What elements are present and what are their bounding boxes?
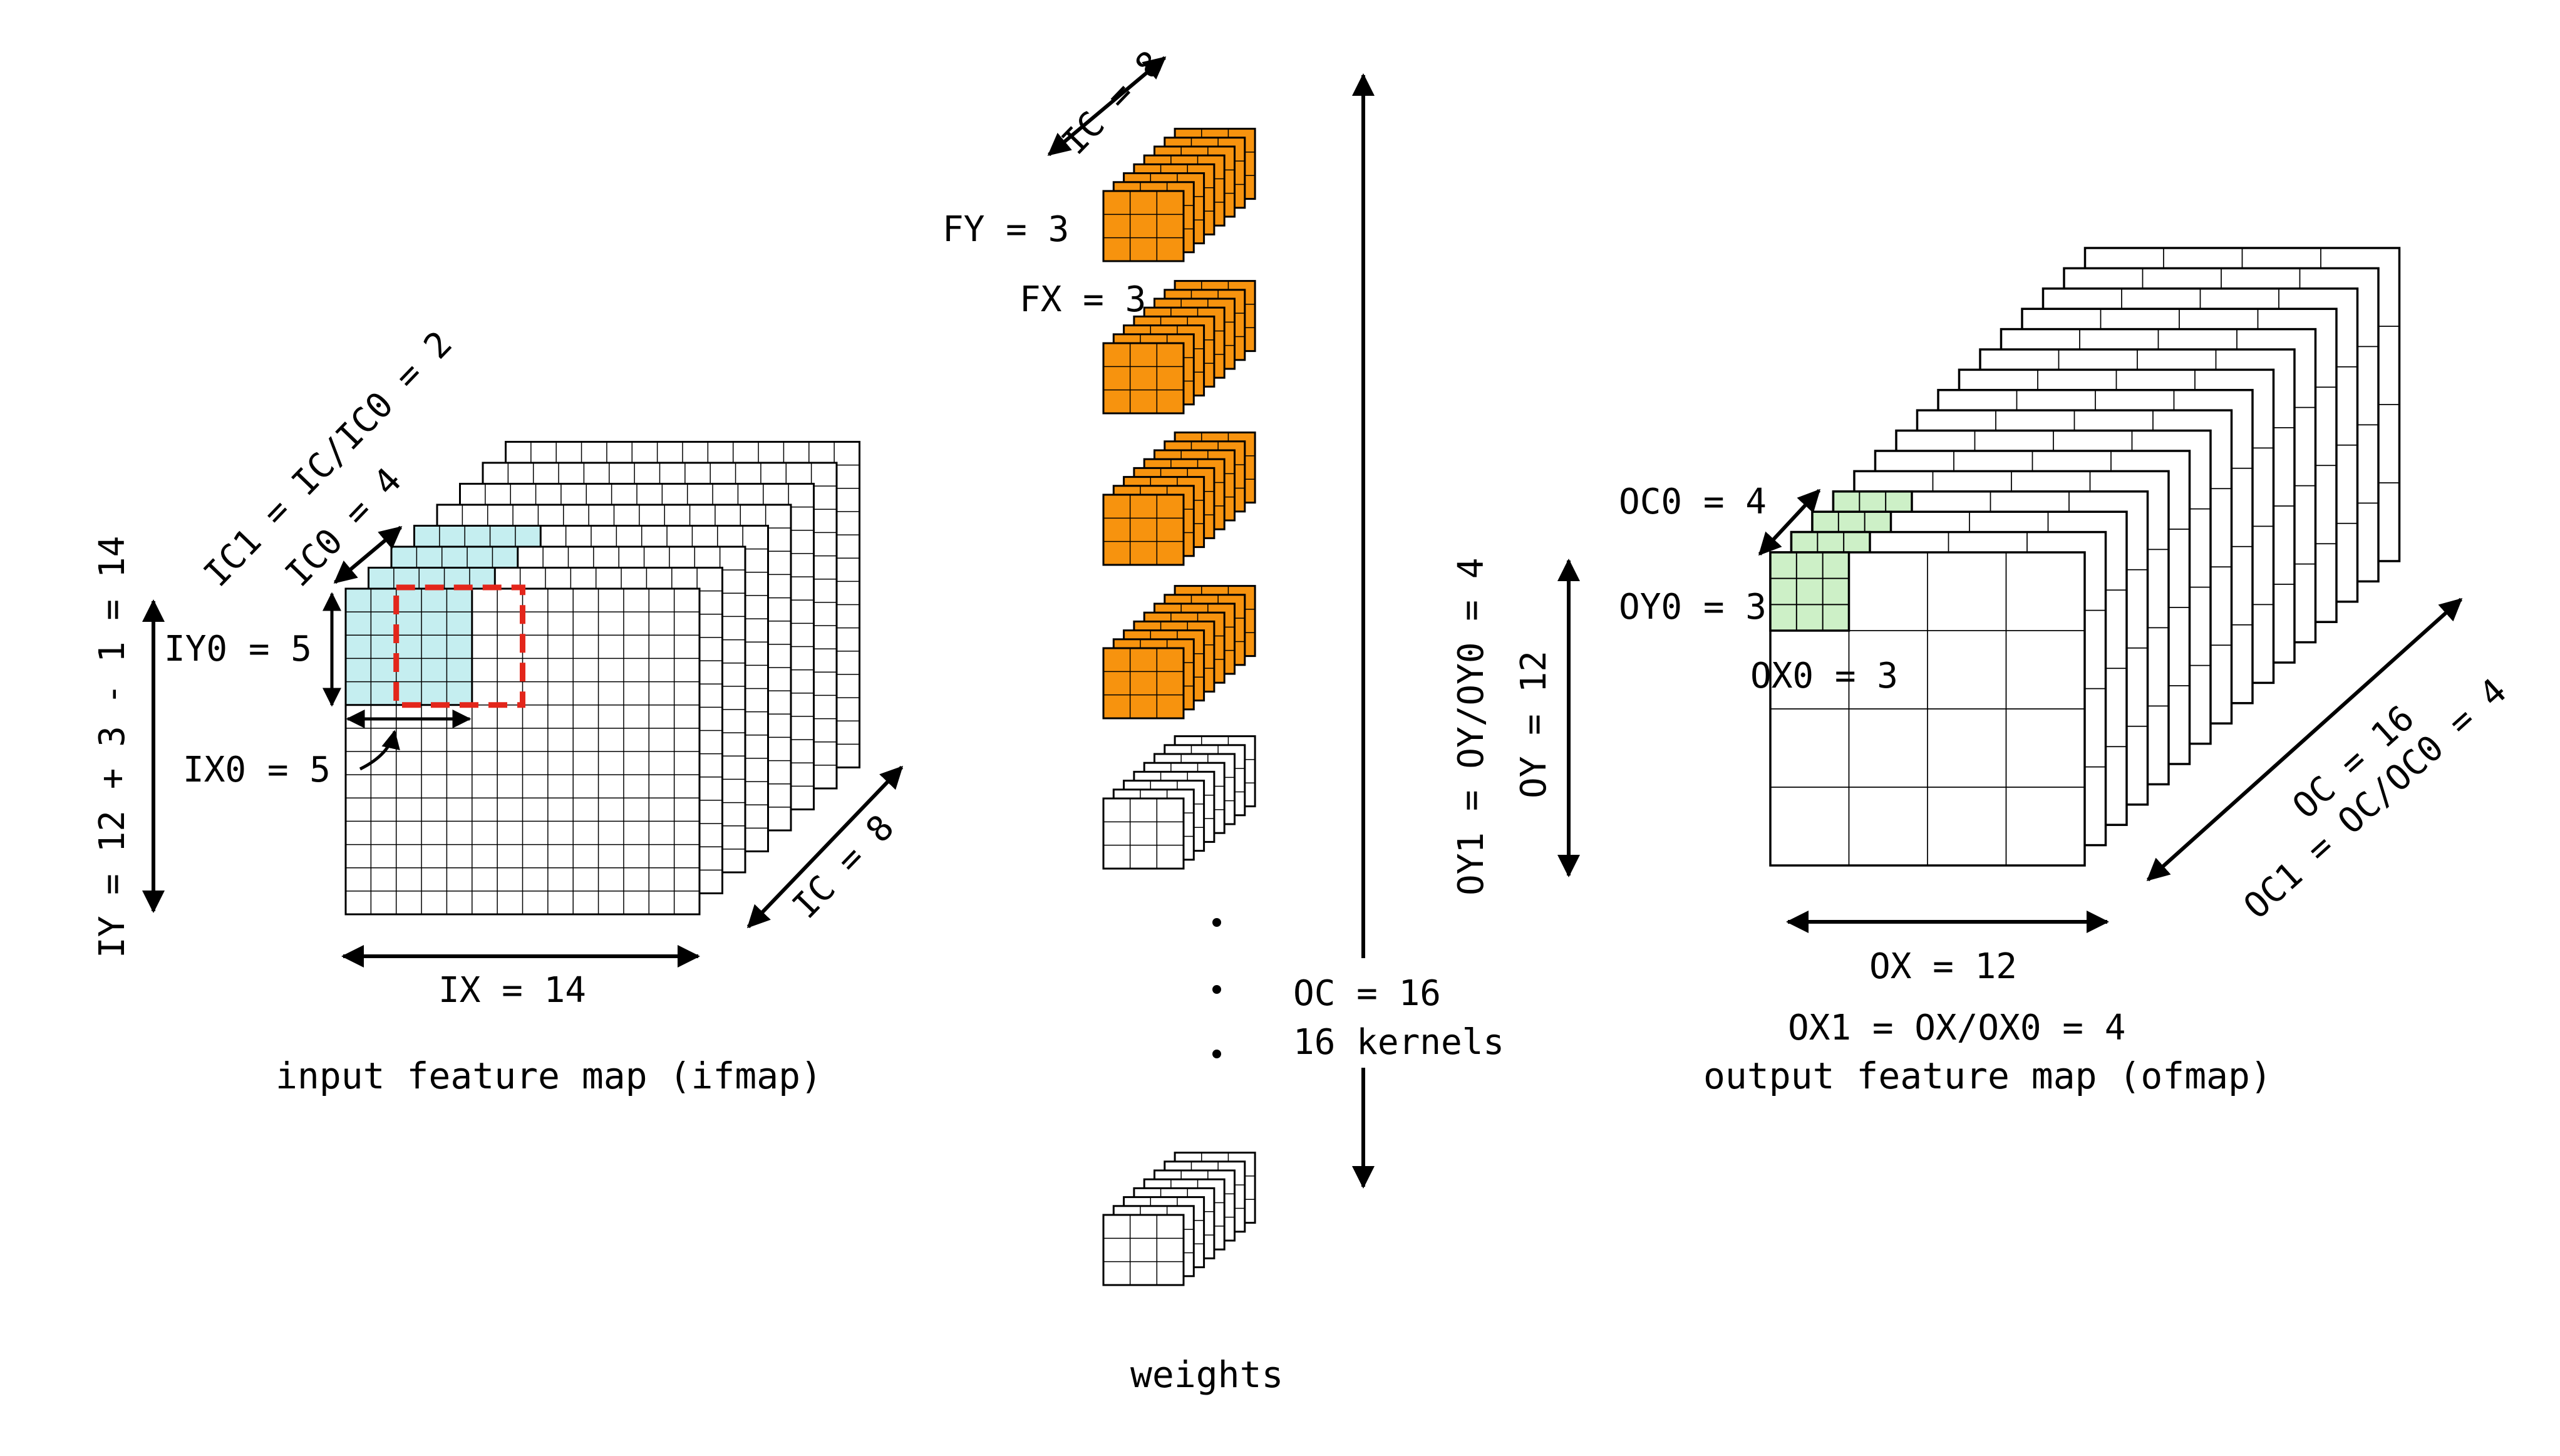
ofmap-tile-gridlines: [1770, 552, 1849, 631]
ix0-pointer: [359, 730, 400, 771]
kernel-slice-gridlines: [1103, 191, 1184, 261]
ellipsis-dot: [1212, 1050, 1221, 1058]
kernel-slice-gridlines: [1103, 495, 1184, 565]
oy0-label: OY0 = 3: [1619, 587, 1767, 627]
ifmap-window: [393, 584, 526, 708]
oy1-label: OY1 = OY/OY0 = 4: [1451, 558, 1492, 896]
oc0-arrow: [1758, 488, 1821, 556]
oy-label: OY = 12: [1514, 651, 1554, 798]
ox1-label: OX1 = OX/OX0 = 4: [1788, 1008, 2125, 1048]
kernel-slice: [1102, 190, 1185, 262]
ox0-label: OX0 = 3: [1750, 656, 1898, 696]
fx-label: FX = 3: [1019, 279, 1146, 320]
ellipsis-dot: [1212, 985, 1221, 994]
weights-ic-arrow: [1047, 56, 1167, 157]
kernel-stack-orange: [1102, 431, 1256, 566]
kernel-slice: [1102, 1214, 1185, 1286]
ofmap-caption: output feature map (ofmap): [1703, 1055, 2272, 1097]
kernel-slice-gridlines: [1103, 798, 1184, 869]
ix-label: IX = 14: [438, 970, 586, 1011]
ellipsis-dot: [1212, 918, 1221, 927]
ifmap-tile-highlight: [344, 587, 473, 706]
weights-stack: [1102, 128, 1256, 1286]
kernel-slice-gridlines: [1103, 648, 1184, 718]
fy-label: FY = 3: [942, 209, 1069, 250]
kernel-slice: [1102, 647, 1185, 720]
kernel-slice: [1102, 493, 1185, 566]
ofmap-channel-gridlines: [1770, 552, 2085, 865]
weights-ic-label: IC = 8: [1054, 43, 1171, 163]
kernel-stack-orange: [1102, 585, 1256, 720]
ofmap-tile-highlight: [1769, 551, 1850, 632]
ox-label: OX = 12: [1869, 946, 2017, 987]
oc0-label: OC0 = 4: [1619, 482, 1767, 522]
oc-ofmap-arrow: [2146, 597, 2463, 882]
iy0-label: IY0 = 5: [164, 629, 312, 669]
kernel-slice-gridlines: [1103, 1215, 1184, 1285]
kernel-stack-orange: [1102, 128, 1256, 262]
ifmap-tile-gridlines: [346, 589, 472, 705]
ifmap-stack: [344, 441, 860, 916]
weights-caption: weights: [1130, 1353, 1283, 1396]
ic-arrow: [746, 765, 904, 929]
oc1-label: OC1 = OC/OC0 = 4: [2236, 671, 2514, 927]
ic0-arrow: [333, 525, 403, 584]
kernels-label: 16 kernels: [1293, 1022, 1504, 1063]
ix0-label: IX0 = 5: [183, 750, 331, 790]
iy-label: IY = 12 + 3 - 1 = 14: [92, 536, 133, 958]
kernel-stack-white: [1102, 735, 1256, 870]
kernel-stack-orange: [1102, 280, 1256, 415]
ofmap-stack: [1769, 247, 2401, 867]
kernel-slice-gridlines: [1103, 343, 1184, 413]
oc-label: OC = 16: [1293, 973, 1441, 1014]
kernel-stack-white: [1102, 1152, 1256, 1286]
kernel-slice: [1102, 797, 1185, 870]
ifmap-caption: input feature map (ifmap): [276, 1055, 822, 1097]
kernel-slice: [1102, 342, 1185, 415]
